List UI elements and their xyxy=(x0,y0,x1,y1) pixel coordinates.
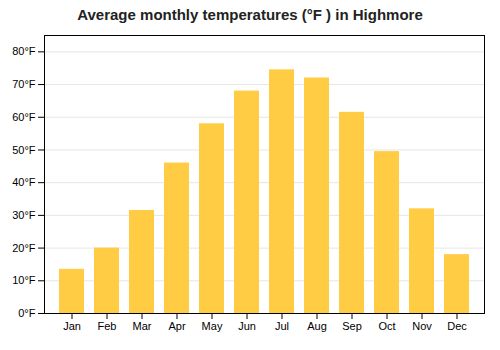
svg-text:80°F: 80°F xyxy=(12,45,36,57)
svg-text:Aug: Aug xyxy=(307,320,327,332)
svg-text:Oct: Oct xyxy=(378,320,395,332)
svg-text:40°F: 40°F xyxy=(12,176,36,188)
svg-text:50°F: 50°F xyxy=(12,143,36,155)
svg-text:Sep: Sep xyxy=(342,320,362,332)
svg-text:Jul: Jul xyxy=(275,320,289,332)
svg-text:70°F: 70°F xyxy=(12,78,36,90)
svg-text:Mar: Mar xyxy=(133,320,152,332)
svg-text:Jan: Jan xyxy=(63,320,81,332)
svg-text:Nov: Nov xyxy=(412,320,432,332)
svg-text:May: May xyxy=(202,320,223,332)
svg-text:0°F: 0°F xyxy=(18,307,36,319)
svg-text:Apr: Apr xyxy=(168,320,185,332)
svg-text:60°F: 60°F xyxy=(12,111,36,123)
svg-text:Dec: Dec xyxy=(447,320,467,332)
svg-text:Jun: Jun xyxy=(238,320,256,332)
svg-text:Feb: Feb xyxy=(98,320,117,332)
svg-text:10°F: 10°F xyxy=(12,274,36,286)
svg-text:30°F: 30°F xyxy=(12,209,36,221)
html-text:Average monthly temperatures (: Average monthly temperatures (°F ) in Hi… xyxy=(77,6,423,23)
svg-text:20°F: 20°F xyxy=(12,242,36,254)
